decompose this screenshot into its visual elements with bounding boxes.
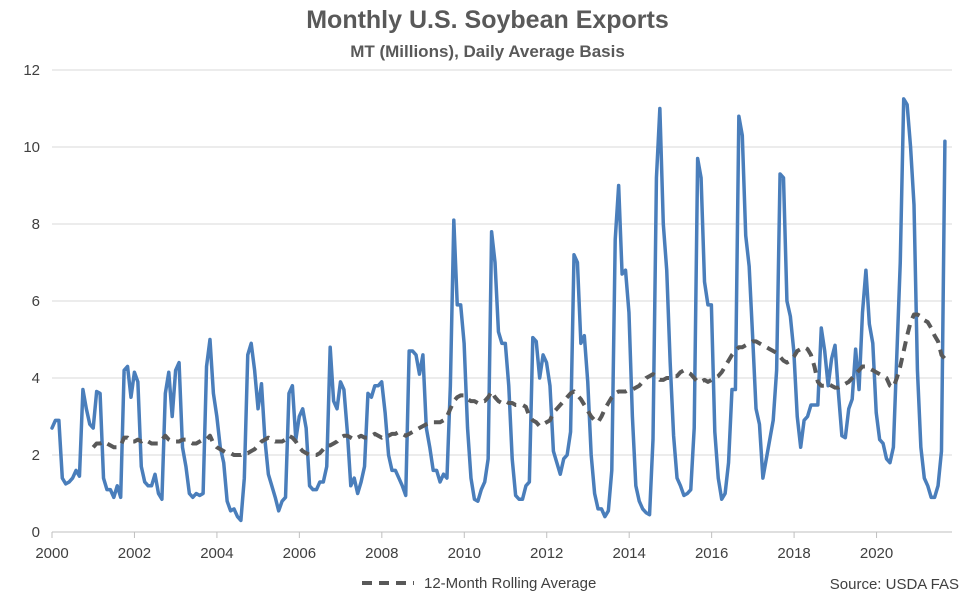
legend-label: 12-Month Rolling Average	[424, 575, 596, 592]
legend: 12-Month Rolling Average	[362, 575, 596, 592]
chart-source: Source: USDA FAS	[829, 576, 959, 593]
x-tick-label: 2018	[777, 545, 810, 562]
y-tick-label: 0	[32, 524, 40, 541]
x-tick-label: 2004	[200, 545, 233, 562]
x-tick-label: 2016	[695, 545, 728, 562]
x-tick-label: 2014	[612, 545, 645, 562]
x-tick-label: 2020	[860, 545, 893, 562]
x-tick-label: 2012	[530, 545, 563, 562]
y-tick-label: 4	[32, 370, 40, 387]
rolling-average-line	[91, 312, 947, 457]
axes: 0 2 4 6 8 10 12 2000 2002 2004 2006 2008 2010 2012 201…	[23, 62, 952, 562]
chart-title: Monthly U.S. Soybean Exports	[306, 6, 669, 34]
y-tick-label: 2	[32, 447, 40, 464]
monthly-exports-line	[50, 97, 947, 523]
gridlines	[52, 69, 952, 533]
x-tick-label: 2002	[118, 545, 151, 562]
x-tick-label: 2006	[283, 545, 316, 562]
y-tick-label: 8	[32, 216, 40, 233]
series-lines	[50, 97, 947, 523]
x-tick-label: 2000	[35, 545, 68, 562]
x-tick-label: 2010	[448, 545, 481, 562]
y-tick-label: 12	[23, 62, 40, 79]
chart-subtitle: MT (Millions), Daily Average Basis	[350, 42, 625, 61]
x-tick-label: 2008	[365, 545, 398, 562]
y-tick-label: 6	[32, 293, 40, 310]
y-tick-label: 10	[23, 139, 40, 156]
